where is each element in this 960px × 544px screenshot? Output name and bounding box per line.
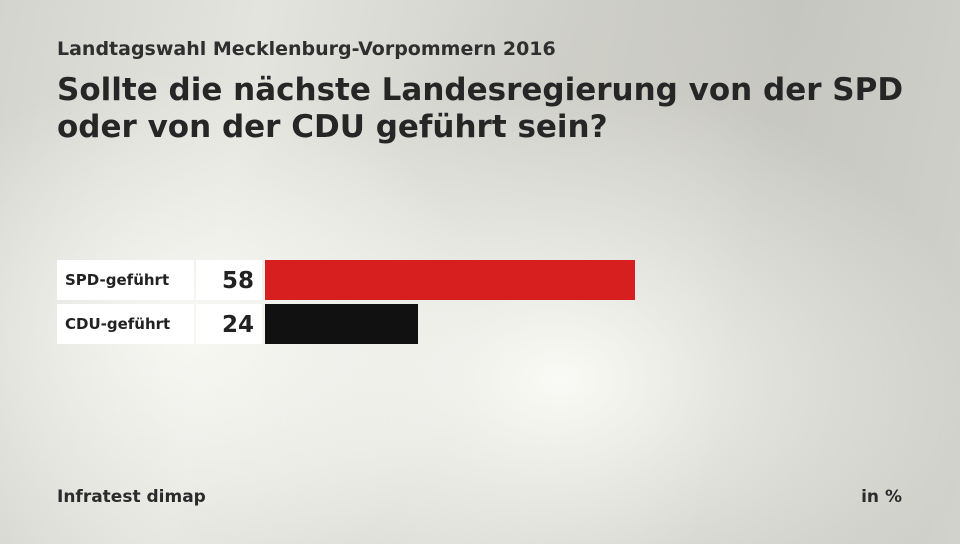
bar-row: SPD-geführt 58 xyxy=(57,260,937,300)
chart-supertitle: Landtagswahl Mecklenburg-Vorpommern 2016 xyxy=(57,38,556,60)
data-label: 58 xyxy=(196,260,262,300)
data-label: 24 xyxy=(196,304,262,344)
unit-label: in % xyxy=(861,487,902,507)
bar xyxy=(265,304,418,344)
bar-chart: SPD-geführt 58 CDU-geführt 24 xyxy=(57,260,937,350)
chart-title: Sollte die nächste Landesregierung von d… xyxy=(57,72,904,145)
category-label: CDU-geführt xyxy=(57,304,194,344)
category-label: SPD-geführt xyxy=(57,260,194,300)
bar xyxy=(265,260,635,300)
source-label: Infratest dimap xyxy=(57,487,206,507)
bar-row: CDU-geführt 24 xyxy=(57,304,937,344)
